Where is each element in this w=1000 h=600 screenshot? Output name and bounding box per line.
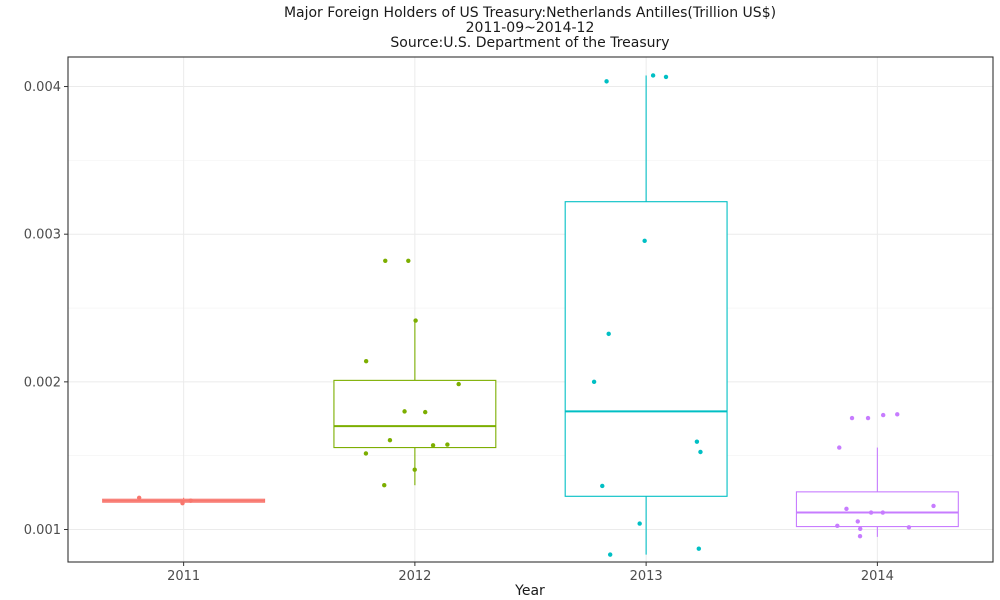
chart-title-line-3: Source:U.S. Department of the Treasury bbox=[390, 35, 669, 51]
data-point-2012 bbox=[387, 437, 393, 443]
data-point-2012 bbox=[430, 443, 436, 448]
box-2012 bbox=[333, 319, 497, 486]
data-point-2013 bbox=[663, 74, 669, 80]
data-point-2012 bbox=[445, 442, 450, 447]
y-tick-label: 0.002 bbox=[24, 375, 61, 390]
data-point-2013 bbox=[607, 552, 613, 557]
data-point-2014 bbox=[865, 415, 871, 421]
data-point-2012 bbox=[363, 451, 369, 456]
y-tick-label: 0.001 bbox=[24, 523, 61, 538]
y-tick-label: 0.003 bbox=[24, 228, 61, 243]
box-iqr bbox=[564, 201, 728, 497]
data-point-2014 bbox=[857, 533, 863, 539]
data-point-2013 bbox=[591, 379, 597, 385]
x-tick-label: 2013 bbox=[630, 569, 663, 584]
data-point-2011 bbox=[136, 495, 142, 500]
data-point-2011 bbox=[188, 498, 193, 503]
plot-border bbox=[67, 56, 994, 563]
data-point-2014 bbox=[880, 412, 886, 418]
data-point-2012 bbox=[413, 318, 418, 323]
data-point-2014 bbox=[855, 519, 860, 524]
x-axis: 2011 2012 2013 2014 bbox=[167, 562, 894, 584]
data-point-2012 bbox=[382, 483, 387, 488]
data-point-2012 bbox=[456, 381, 461, 387]
data-point-2014 bbox=[906, 525, 912, 530]
data-point-2013 bbox=[642, 238, 647, 244]
chart-title-line-1: Major Foreign Holders of US Treasury:Net… bbox=[284, 5, 776, 21]
y-axis: 0.001 0.002 0.003 0.004 bbox=[24, 80, 68, 538]
data-point-2014 bbox=[835, 523, 840, 529]
data-point-2013 bbox=[650, 73, 656, 78]
data-point-2012 bbox=[412, 467, 417, 472]
box-2014 bbox=[795, 447, 959, 537]
plot-area bbox=[67, 56, 994, 563]
x-tick-label: 2012 bbox=[398, 569, 431, 584]
data-point-2012 bbox=[423, 409, 428, 415]
data-point-2013 bbox=[604, 79, 609, 84]
box-2013 bbox=[564, 75, 728, 555]
x-tick-label: 2014 bbox=[861, 569, 894, 584]
data-point-2012 bbox=[363, 358, 369, 364]
data-point-2011 bbox=[180, 501, 185, 506]
data-point-2012 bbox=[383, 258, 388, 263]
data-point-2014 bbox=[931, 503, 936, 509]
x-tick-label: 2011 bbox=[167, 569, 200, 584]
data-point-2014 bbox=[849, 415, 855, 421]
y-tick-label: 0.004 bbox=[24, 80, 61, 95]
box-iqr bbox=[795, 491, 959, 528]
data-point-2013 bbox=[600, 483, 605, 489]
data-point-2014 bbox=[837, 445, 842, 450]
data-point-2012 bbox=[402, 409, 407, 414]
box-iqr bbox=[333, 379, 497, 449]
data-point-2014 bbox=[868, 510, 874, 515]
data-point-2014 bbox=[895, 412, 900, 417]
data-point-2013 bbox=[606, 331, 611, 337]
data-point-2012 bbox=[406, 258, 411, 263]
x-axis-title: Year bbox=[514, 583, 545, 599]
data-point-2014 bbox=[844, 506, 849, 512]
data-point-2013 bbox=[694, 439, 700, 444]
data-point-2014 bbox=[858, 526, 863, 531]
plot-background bbox=[68, 57, 993, 562]
data-point-2013 bbox=[637, 521, 642, 526]
data-point-2014 bbox=[880, 510, 886, 515]
data-point-2013 bbox=[696, 546, 702, 551]
data-point-2013 bbox=[698, 449, 703, 455]
chart-title-line-2: 2011-09~2014-12 bbox=[466, 20, 595, 36]
